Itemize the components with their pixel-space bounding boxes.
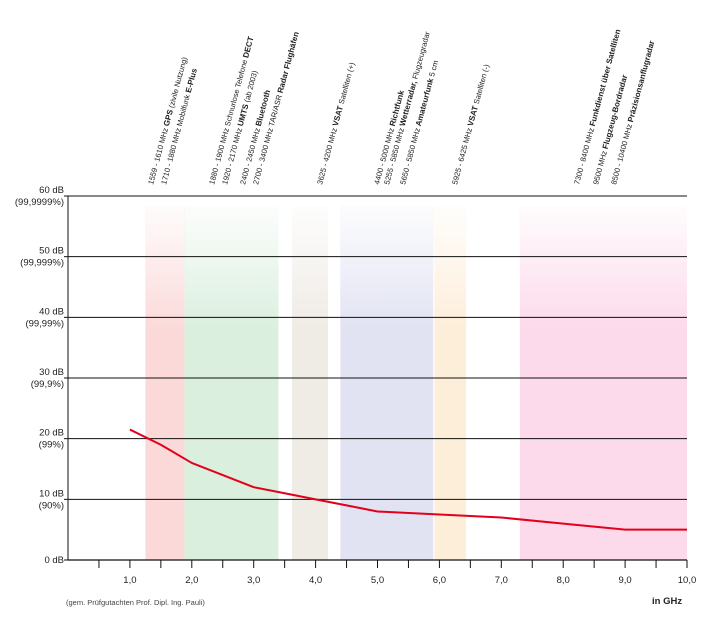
x-tick-label-6: 6,0 [433, 575, 446, 586]
y-tick-label-pct-50: (99,999%) [20, 258, 64, 269]
band-fade-4 [434, 206, 467, 560]
band-fade-5 [519, 206, 687, 560]
band-label-10: 5925 - 6425 MHz VSAT Satelliten (-) [450, 63, 491, 186]
band-fade-2 [292, 206, 328, 560]
y-tick-label-db-0: 0 dB [44, 555, 64, 566]
x-tick-label-9: 9,0 [618, 575, 631, 586]
band-fade-3 [340, 206, 434, 560]
x-tick-label-5: 5,0 [371, 575, 384, 586]
band-label-6: 3625 - 4200 MHz VSAT Satelliten (+) [315, 61, 356, 186]
x-tick-label-2: 2,0 [185, 575, 198, 586]
band-label-name: GPS [162, 108, 175, 127]
y-tick-label-pct-20: (99%) [39, 440, 64, 451]
band-label-name: Radar Flughäfen [276, 31, 301, 94]
y-tick-label-pct-60: (99,9999%) [15, 197, 64, 208]
y-tick-label-db-20: 20 dB [39, 428, 64, 439]
y-tick-label-pct-30: (99,9%) [31, 379, 64, 390]
band-labels: 1559 - 1610 MHz GPS (zivile Nutzung)1710… [146, 28, 656, 185]
y-tick-label-db-50: 50 dB [39, 246, 64, 257]
x-axis-unit-label: in GHz [652, 596, 683, 607]
band-label-range: 5925 - 6425 MHz [450, 125, 474, 186]
series [129, 428, 687, 531]
y-tick-label-db-10: 10 dB [39, 488, 64, 499]
band-label-name: DECT [241, 35, 255, 58]
band-label-note: Satelliten (+) [336, 61, 356, 107]
band-fade-0 [145, 206, 185, 560]
band-label-range: 9500 MHz [591, 148, 609, 186]
band-label-note: 5 cm [427, 59, 441, 79]
axes: 0 dB 10 dB(90%) 20 dB(99%) 30 dB(99,9%) 40 d… [15, 185, 696, 586]
band-label-range: 3625 - 4200 MHz [315, 125, 339, 186]
x-tick-label-3: 3,0 [247, 575, 260, 586]
band-label-name: E-Plus [184, 67, 199, 94]
frequency-bands [145, 206, 687, 560]
band-label-name: Präzisionsanflugradar [626, 40, 656, 123]
band-label-name: UMTS [236, 102, 251, 127]
x-tick-label-7: 7,0 [495, 575, 508, 586]
series-line-0 [129, 428, 687, 531]
band-fade-1 [184, 206, 279, 560]
x-tick-label-4: 4,0 [309, 575, 322, 586]
y-tick-label-pct-40: (99,99%) [25, 318, 64, 329]
footnote: (gem. Prüfgutachten Prof. Dipl. Ing. Pau… [66, 598, 205, 607]
x-tick-label-10: 10,0 [678, 575, 697, 586]
y-tick-label-db-30: 30 dB [39, 367, 64, 378]
band-label-name: VSAT [466, 105, 480, 127]
band-label-note: Satelliten (-) [471, 63, 491, 107]
band-label-name: VSAT [331, 105, 345, 127]
x-tick-label-1: 1,0 [123, 575, 136, 586]
y-tick-label-pct-10: (90%) [39, 500, 64, 511]
x-tick-label-8: 8,0 [557, 575, 570, 586]
y-tick-label-db-60: 60 dB [39, 185, 64, 196]
y-tick-label-db-40: 40 dB [39, 306, 64, 317]
